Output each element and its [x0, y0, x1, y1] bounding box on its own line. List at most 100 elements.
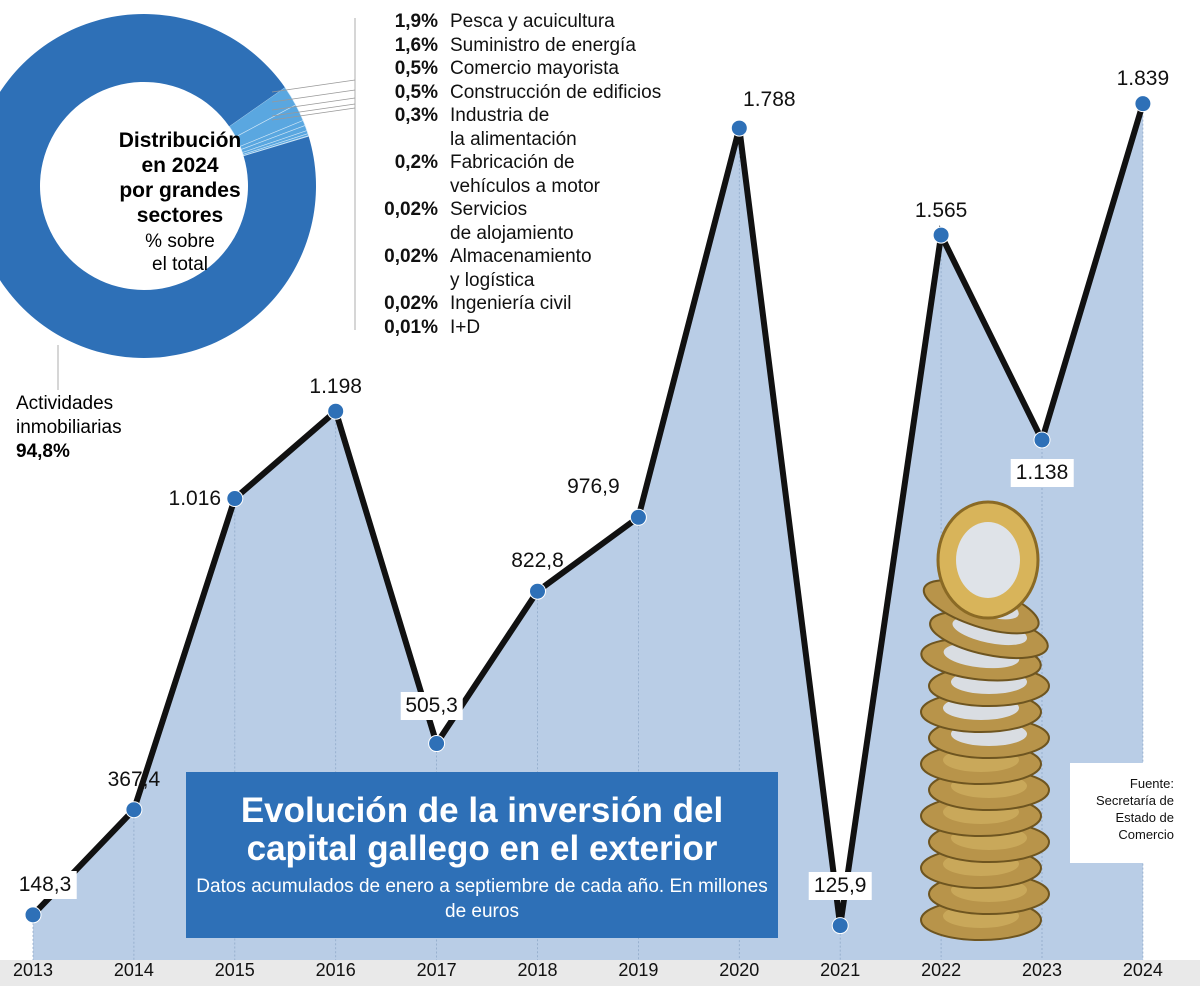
legend-item: 0,02% Servicios de alojamiento — [360, 198, 710, 245]
legend-value: 0,02% — [384, 199, 438, 220]
area-fill — [33, 103, 1143, 961]
x-tick-label: 2020 — [719, 960, 760, 980]
data-point — [529, 582, 546, 600]
x-tick-label: 2013 — [12, 960, 54, 980]
legend-value: 1,6% — [394, 34, 438, 56]
data-point — [1134, 95, 1152, 113]
x-tick-label: 2023 — [1021, 960, 1063, 980]
value-label: 1.016 — [168, 486, 222, 510]
main-sector-name: Actividades — [16, 393, 114, 414]
data-point — [629, 508, 647, 526]
legend-value: 0,2% — [394, 152, 438, 173]
value-label: 1.565 — [914, 199, 968, 223]
legend-label-line: Pesca y acuicultura — [450, 11, 615, 32]
data-point — [932, 226, 950, 244]
donut-title: Distribución en 2024 por grandes sectore… — [70, 128, 290, 228]
main-sector-value: 94,8% — [16, 441, 70, 462]
value-label: 1.839 — [1116, 66, 1170, 90]
value-label: 125,9 — [808, 871, 872, 900]
x-tick-label: 2014 — [113, 960, 154, 980]
source-note: Fuente: Secretaría de Estado de Comercio — [1070, 763, 1182, 863]
donut-title-line: Distribución — [118, 129, 242, 152]
data-line — [30, 102, 1146, 927]
donut-title-line: en 2024 — [141, 154, 219, 177]
legend-item: 0,5% Comercio mayorista — [360, 57, 710, 81]
x-tick-label: 2024 — [1122, 960, 1163, 980]
leader-line — [271, 107, 356, 121]
legend-item: 0,01% I+D — [360, 316, 710, 340]
donut-subtitle-line: % sobre — [145, 231, 215, 252]
legend-label-line: Industria de — [450, 105, 550, 126]
data-point — [24, 906, 42, 924]
x-tick-label: 2018 — [517, 960, 558, 980]
legend-label-line: y logística — [450, 269, 535, 291]
x-tick-label: 2017 — [416, 960, 457, 980]
value-label: 1.788 — [743, 88, 796, 112]
chart-title: Evolución de la inversión del capital ga… — [240, 791, 724, 868]
legend-label: I+D — [450, 316, 710, 340]
legend-label-line: Ingeniería civil — [450, 293, 572, 314]
donut-center-text: Distribución en 2024 por grandes sectore… — [70, 128, 290, 276]
legend-label: Ingeniería civil — [450, 292, 710, 316]
data-point — [125, 801, 143, 819]
x-tick-label: 2019 — [618, 960, 659, 980]
legend-label-line: Construcción de edificios — [450, 81, 662, 103]
legend-value: 1,9% — [394, 11, 438, 32]
data-point — [831, 917, 849, 935]
legend-label-line: vehículos a motor — [450, 175, 600, 197]
legend-label-line: I+D — [450, 316, 481, 338]
legend-label-line: de alojamiento — [450, 222, 574, 244]
donut-slice — [243, 136, 310, 157]
donut-subtitle-line: el total — [152, 254, 208, 275]
x-tick-label: 2016 — [315, 960, 356, 980]
legend-label: Servicios de alojamiento — [450, 198, 710, 245]
source-line: Estado de — [1115, 810, 1174, 825]
legend-item: 0,3% Industria de la alimentación — [360, 104, 710, 151]
legend-label: Almacenamiento y logística — [450, 245, 710, 292]
leader-line — [271, 89, 356, 103]
legend-label: Construcción de edificios — [450, 81, 710, 105]
legend-value: 0,02% — [384, 246, 438, 267]
chart-title-box: Evolución de la inversión del capital ga… — [186, 772, 778, 938]
main-sector-label: Actividades inmobiliarias 94,8% — [16, 392, 122, 464]
value-label: 976,9 — [567, 475, 620, 499]
leader-line — [271, 103, 356, 117]
legend-label: Suministro de energía — [450, 34, 710, 58]
x-axis-band — [0, 960, 1200, 986]
leader-line — [271, 97, 356, 111]
data-point — [1033, 431, 1051, 449]
donut-subtitle: % sobre el total — [70, 230, 290, 276]
value-label: 148,3 — [13, 870, 77, 899]
source-line: Comercio — [1118, 827, 1174, 842]
value-label: 822,8 — [511, 549, 564, 573]
coin-top-center-icon — [956, 522, 1020, 598]
legend-label-line: la alimentación — [450, 128, 577, 150]
legend-item: 0,5% Construcción de edificios — [360, 81, 710, 105]
sector-legend: 1,9% Pesca y acuicultura 1,6% Suministro de… — [360, 10, 710, 339]
value-label: 1.138 — [1010, 458, 1074, 487]
data-point — [428, 735, 446, 753]
source-line: Fuente: — [1129, 776, 1174, 791]
source-line: Secretaría de — [1095, 793, 1174, 808]
legend-label-line: Fabricación de — [450, 152, 575, 173]
legend-item: 0,02% Almacenamiento y logística — [360, 245, 710, 292]
value-label: 1.198 — [309, 375, 362, 399]
data-point — [226, 490, 244, 508]
legend-value: 0,3% — [394, 105, 438, 126]
legend-value: 0,5% — [394, 58, 438, 79]
x-tick-label: 2015 — [214, 960, 255, 980]
legend-value: 0,01% — [384, 316, 438, 338]
leader-line — [271, 79, 356, 93]
legend-label: Industria de la alimentación — [450, 104, 710, 151]
data-point — [327, 402, 345, 420]
value-label: 367,4 — [107, 767, 161, 791]
legend-label-line: Suministro de energía — [450, 34, 636, 56]
legend-label: Comercio mayorista — [450, 57, 710, 81]
legend-item: 0,02% Ingeniería civil — [360, 292, 710, 316]
data-point — [730, 119, 748, 137]
legend-label-line: Almacenamiento — [450, 246, 592, 267]
x-tick-label: 2022 — [921, 960, 962, 980]
chart-subtitle: Datos acumulados de enero a septiembre d… — [196, 876, 768, 922]
legend-item: 1,6% Suministro de energía — [360, 34, 710, 58]
